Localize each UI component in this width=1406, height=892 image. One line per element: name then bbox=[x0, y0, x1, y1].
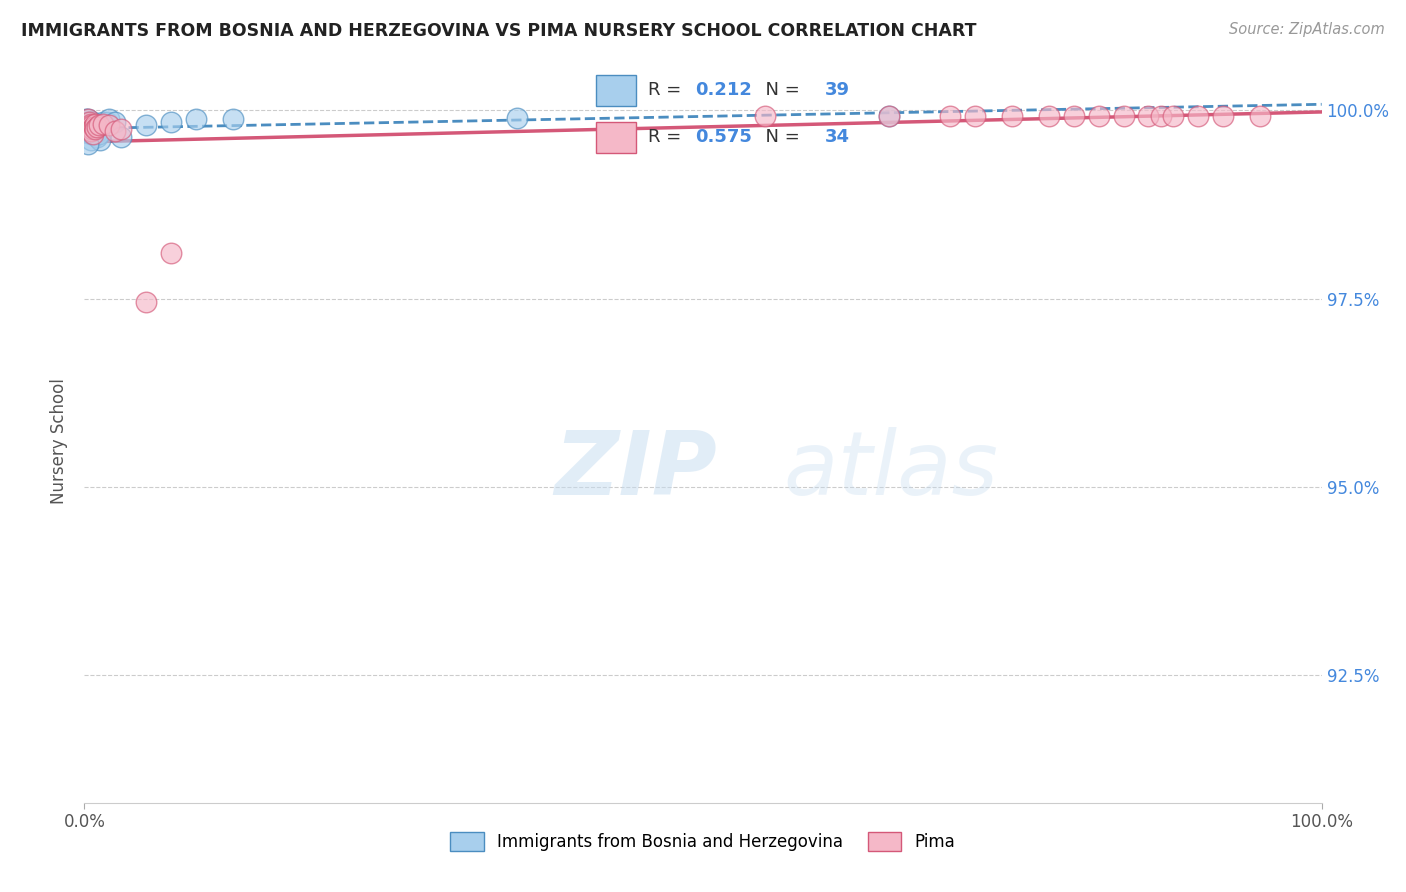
Point bbox=[98, 119, 121, 133]
Point bbox=[506, 111, 529, 125]
Point bbox=[877, 109, 900, 123]
Text: R =: R = bbox=[648, 128, 688, 146]
Point bbox=[91, 114, 114, 128]
Point bbox=[1038, 109, 1060, 123]
Point bbox=[1150, 109, 1173, 123]
Point bbox=[77, 137, 100, 152]
Point bbox=[86, 120, 108, 134]
Point bbox=[1249, 109, 1271, 123]
Point bbox=[86, 124, 108, 138]
Point bbox=[79, 120, 101, 134]
Point bbox=[1088, 109, 1111, 123]
Point bbox=[1112, 109, 1135, 123]
Point bbox=[87, 124, 110, 138]
Text: R =: R = bbox=[648, 81, 688, 99]
Point bbox=[86, 120, 108, 134]
Point bbox=[1137, 109, 1160, 123]
Point bbox=[965, 109, 987, 123]
Point bbox=[79, 128, 101, 142]
Point bbox=[89, 128, 111, 142]
Point bbox=[80, 117, 103, 131]
Point bbox=[135, 295, 157, 310]
Point bbox=[98, 112, 121, 127]
Point bbox=[84, 119, 107, 133]
Point bbox=[222, 112, 245, 127]
Point bbox=[75, 112, 97, 127]
Point bbox=[135, 119, 157, 133]
Point bbox=[83, 128, 105, 142]
Point bbox=[91, 117, 114, 131]
Point bbox=[104, 124, 127, 138]
Point bbox=[1001, 109, 1024, 123]
Point bbox=[82, 120, 104, 134]
Text: atlas: atlas bbox=[783, 427, 998, 514]
Text: N =: N = bbox=[754, 81, 806, 99]
Point bbox=[80, 122, 103, 136]
Point bbox=[84, 124, 107, 138]
Point bbox=[79, 120, 101, 134]
Point bbox=[1161, 109, 1184, 123]
Point bbox=[80, 119, 103, 133]
Text: 0.212: 0.212 bbox=[695, 81, 752, 99]
Text: N =: N = bbox=[754, 128, 806, 146]
Point bbox=[82, 124, 104, 138]
Point bbox=[83, 120, 105, 134]
Point bbox=[160, 246, 183, 260]
FancyBboxPatch shape bbox=[596, 122, 636, 153]
Text: ZIP: ZIP bbox=[554, 427, 717, 514]
Point bbox=[79, 117, 101, 131]
Point bbox=[1187, 109, 1209, 123]
Point bbox=[79, 124, 101, 138]
Text: 39: 39 bbox=[825, 81, 849, 99]
Point bbox=[77, 112, 100, 127]
Point bbox=[939, 109, 962, 123]
Legend: Immigrants from Bosnia and Herzegovina, Pima: Immigrants from Bosnia and Herzegovina, … bbox=[441, 823, 965, 860]
Point bbox=[89, 119, 111, 133]
Point bbox=[754, 109, 776, 123]
Point bbox=[76, 114, 98, 128]
Point bbox=[110, 122, 132, 136]
Point bbox=[160, 114, 183, 128]
Point bbox=[84, 117, 107, 131]
Point bbox=[80, 128, 103, 142]
Point bbox=[86, 129, 108, 144]
Point bbox=[89, 134, 111, 148]
Point bbox=[877, 109, 900, 123]
Point bbox=[79, 134, 101, 148]
Point bbox=[79, 126, 101, 140]
Point bbox=[79, 124, 101, 138]
Point bbox=[79, 114, 101, 128]
Point bbox=[1212, 109, 1234, 123]
Point bbox=[79, 114, 101, 128]
Point bbox=[77, 120, 100, 134]
Point bbox=[82, 114, 104, 128]
Point bbox=[79, 114, 101, 128]
Text: Source: ZipAtlas.com: Source: ZipAtlas.com bbox=[1229, 22, 1385, 37]
Text: IMMIGRANTS FROM BOSNIA AND HERZEGOVINA VS PIMA NURSERY SCHOOL CORRELATION CHART: IMMIGRANTS FROM BOSNIA AND HERZEGOVINA V… bbox=[21, 22, 977, 40]
Point bbox=[96, 114, 118, 128]
Point bbox=[83, 122, 105, 136]
Point bbox=[184, 112, 207, 127]
Point bbox=[77, 112, 100, 127]
Point bbox=[110, 129, 132, 144]
Point bbox=[1063, 109, 1085, 123]
Point bbox=[80, 122, 103, 136]
Y-axis label: Nursery School: Nursery School bbox=[49, 378, 67, 505]
Point bbox=[82, 128, 104, 142]
Point bbox=[84, 122, 107, 136]
Text: 34: 34 bbox=[825, 128, 849, 146]
Point bbox=[104, 114, 127, 128]
FancyBboxPatch shape bbox=[596, 75, 636, 105]
Text: 0.575: 0.575 bbox=[695, 128, 752, 146]
